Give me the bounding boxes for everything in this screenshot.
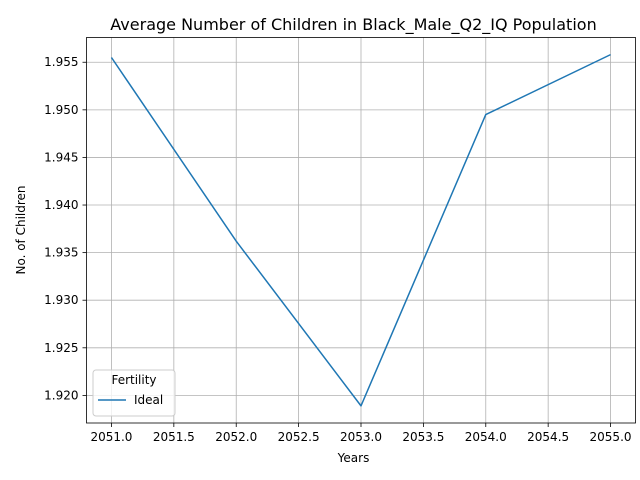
y-tick-label: 1.920 (44, 388, 78, 402)
x-tick-label: 2053.0 (340, 430, 382, 444)
x-axis-label: Years (337, 451, 370, 465)
x-tick-label: 2052.0 (215, 430, 257, 444)
x-tick-label: 2051.5 (153, 430, 195, 444)
y-tick-label: 1.955 (44, 55, 78, 69)
x-axis: 2051.0 2051.5 2052.0 2052.5 2053.0 2053.5 2054… (90, 423, 632, 444)
grid (86, 37, 636, 423)
x-tick-label: 2053.5 (402, 430, 444, 444)
x-tick-label: 2052.5 (278, 430, 320, 444)
legend-box (92, 369, 176, 417)
y-axis: 1.920 1.925 1.930 1.935 1.940 1.945 1.950 1.955 (44, 55, 87, 402)
y-tick-label: 1.925 (44, 341, 78, 355)
chart-title: Average Number of Children in Black_Male… (110, 15, 596, 35)
y-tick-label: 1.940 (44, 198, 78, 212)
y-tick-label: 1.950 (44, 103, 78, 117)
x-tick-label: 2054.0 (465, 430, 507, 444)
legend: Fertility Ideal (92, 369, 176, 417)
legend-label: Ideal (134, 393, 163, 407)
y-axis-label: No. of Children (14, 185, 28, 274)
series-layer (110, 53, 611, 407)
legend-title: Fertility (111, 373, 156, 387)
series-line (110, 53, 611, 407)
x-tick-label: 2051.0 (90, 430, 132, 444)
x-tick-label: 2055.0 (590, 430, 632, 444)
y-tick-label: 1.935 (44, 246, 78, 260)
y-tick-label: 1.930 (44, 293, 78, 307)
y-tick-label: 1.945 (44, 150, 78, 164)
x-tick-label: 2054.5 (527, 430, 569, 444)
